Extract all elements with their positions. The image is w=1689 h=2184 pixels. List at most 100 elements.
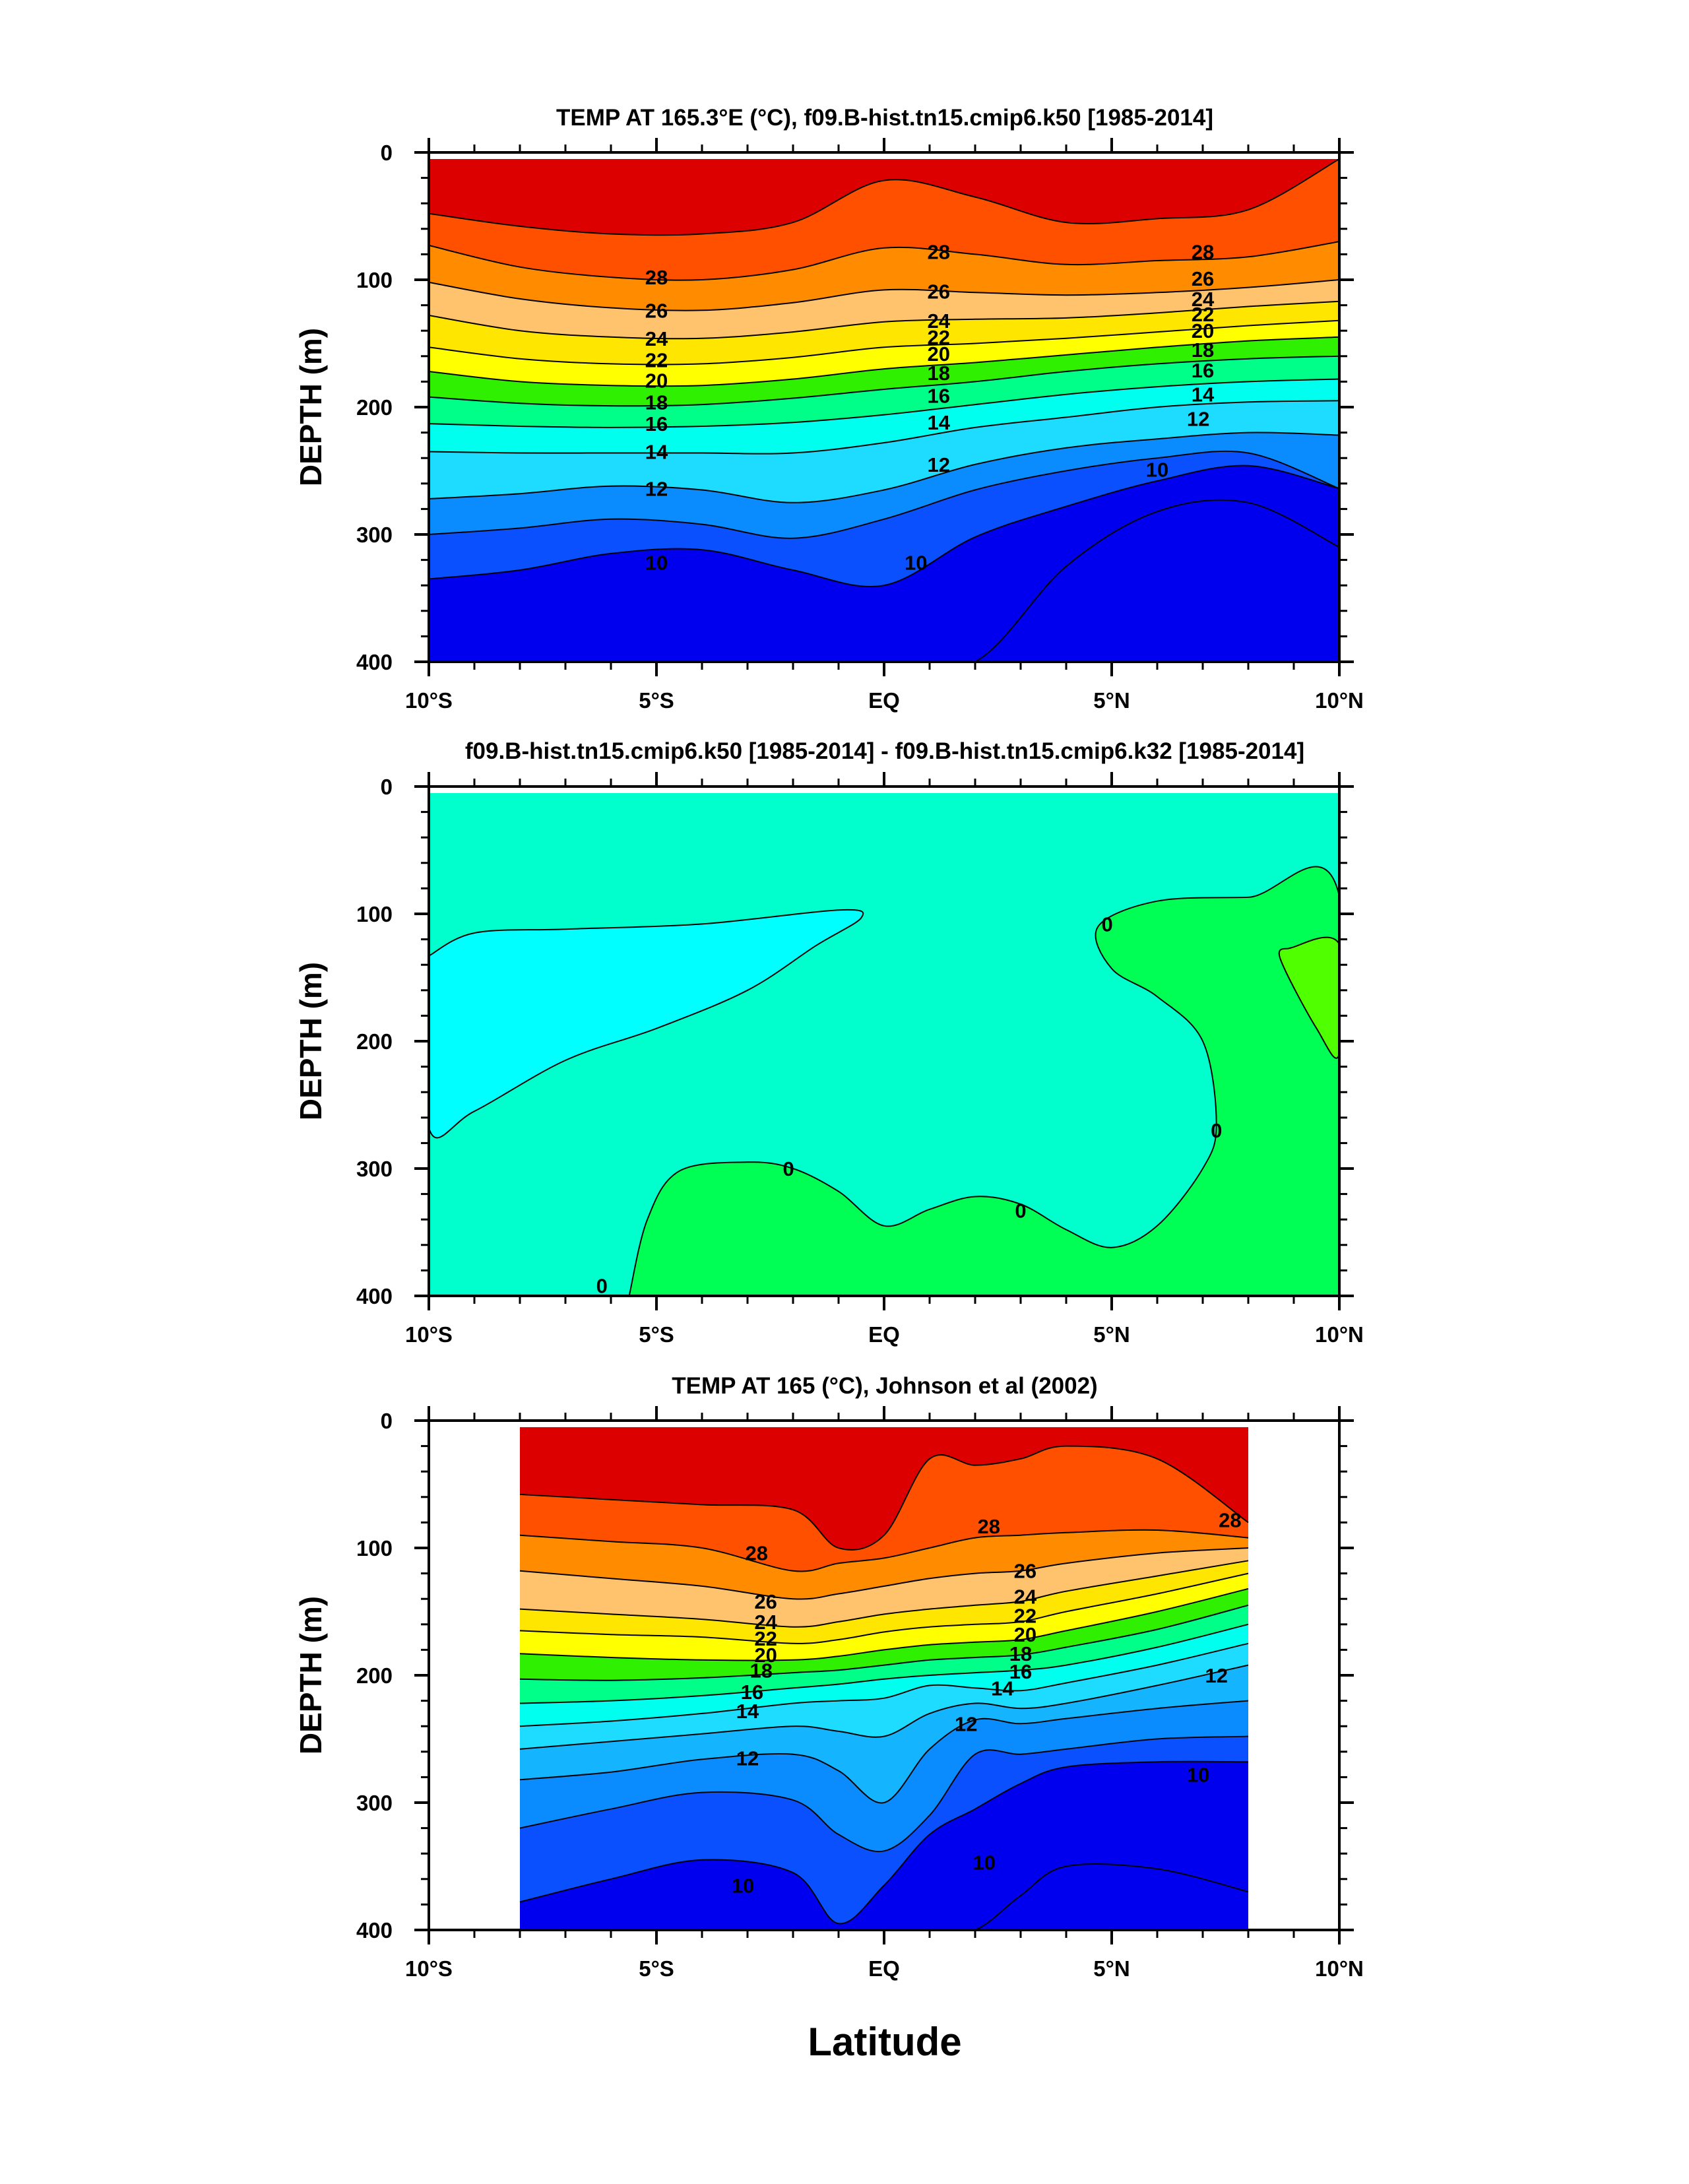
y-axis-label: DEPTH (m)	[294, 962, 328, 1120]
x-tick-label: 5°S	[639, 1956, 674, 1981]
contour-labels: 2826242220181614121028262422201816141210…	[645, 241, 1215, 575]
band-below-9	[429, 499, 1339, 662]
contour-label: 26	[928, 280, 950, 303]
filled-contours	[520, 1427, 1248, 1930]
y-tick-label: 300	[356, 1791, 393, 1815]
contour-label: 28	[928, 241, 950, 264]
y-tick-label: 400	[356, 650, 393, 674]
contour-label: 14	[991, 1677, 1014, 1700]
isotherm-20	[429, 336, 1339, 387]
isotherm-9	[429, 499, 1339, 662]
contour-label: 22	[754, 1627, 777, 1650]
contour-label: 28	[977, 1515, 1000, 1538]
y-tick-label: 100	[356, 268, 393, 292]
isotherm-12	[429, 432, 1339, 503]
contour-label: 22	[1014, 1604, 1036, 1627]
filled-contours	[429, 159, 1339, 662]
isotherm-28	[519, 1529, 1249, 1572]
contour-label: 18	[1009, 1642, 1032, 1665]
contour-label: 22	[645, 349, 668, 372]
contour-labels: 2826242220181614121028262422201816141210…	[732, 1509, 1242, 1898]
panel-title: TEMP AT 165.3°E (°C), f09.B-hist.tn15.cm…	[556, 105, 1213, 131]
x-tick-label: 5°S	[639, 1322, 674, 1347]
isotherm-11	[519, 1735, 1249, 1853]
contour-label: 14	[645, 441, 668, 464]
isotherm-10	[519, 1760, 1249, 1925]
isotherm-18	[519, 1604, 1249, 1681]
panel-top-model-temperature: TEMP AT 165.3°E (°C), f09.B-hist.tn15.cm…	[294, 105, 1364, 713]
contour-label: 22	[1192, 303, 1214, 326]
contour-label: 10	[732, 1874, 754, 1897]
contour-label: 18	[1192, 338, 1214, 362]
contour-label: 0	[596, 1275, 608, 1298]
isotherm-28	[429, 241, 1339, 281]
isotherm-16	[519, 1623, 1249, 1704]
filled-contours	[429, 793, 1339, 1296]
contour-label: 26	[1192, 267, 1214, 290]
y-axis-label: DEPTH (m)	[294, 328, 328, 486]
x-tick-label: 5°S	[639, 688, 674, 713]
contour-label: 26	[1014, 1560, 1036, 1583]
contour-label: 0	[1211, 1119, 1222, 1142]
contour-label: 16	[1009, 1660, 1032, 1683]
isotherm-26	[519, 1547, 1249, 1600]
contour-label: 16	[1192, 359, 1214, 382]
x-tick-label: 10°S	[405, 1956, 453, 1981]
isotherm-20	[519, 1588, 1249, 1661]
panel-title: TEMP AT 165 (°C), Johnson et al (2002)	[672, 1373, 1097, 1399]
axes: 10°S 5°S EQ 5°N 10°N 0 100 200 300 400	[356, 138, 1364, 713]
isotherm-10	[429, 465, 1339, 588]
y-tick-label: 200	[356, 395, 393, 420]
y-tick-label: 200	[356, 1663, 393, 1688]
contour-label: 16	[928, 385, 950, 408]
contour-label: 10	[645, 551, 668, 574]
contour-label: 0	[1015, 1200, 1026, 1223]
y-tick-label: 300	[356, 1157, 393, 1181]
region-negative	[429, 909, 864, 1139]
y-tick-label: 200	[356, 1029, 393, 1054]
isotherm-24	[519, 1560, 1249, 1628]
isotherm-22	[429, 319, 1339, 366]
y-tick-label: 100	[356, 1536, 393, 1560]
contour-label: 12	[736, 1747, 759, 1770]
x-tick-label: EQ	[868, 1322, 900, 1347]
y-tick-label: 0	[381, 775, 393, 799]
contour-label: 24	[754, 1611, 777, 1634]
contour-label: 28	[746, 1542, 768, 1565]
isotherm-26	[429, 279, 1339, 311]
isotherm-18	[429, 355, 1339, 407]
contour-label: 20	[754, 1644, 777, 1667]
y-axis-label: DEPTH (m)	[294, 1596, 328, 1754]
isotherm-14	[519, 1642, 1249, 1727]
contour-label: 28	[1192, 241, 1214, 264]
x-tick-label: 5°N	[1093, 1322, 1130, 1347]
contour-label: 22	[928, 326, 950, 349]
contour-label: 10	[1187, 1764, 1209, 1787]
contour-label: 12	[1205, 1664, 1227, 1687]
x-tick-label: 10°N	[1315, 688, 1364, 713]
contour-label: 24	[928, 309, 951, 333]
contour-label: 24	[1192, 288, 1215, 311]
x-tick-label: 10°N	[1315, 1322, 1364, 1347]
contour-lines	[429, 158, 1339, 662]
x-tick-label: 10°S	[405, 688, 453, 713]
contour-label: 10	[905, 551, 927, 574]
contour-labels: 0 0 0 0 0	[596, 913, 1223, 1297]
contour-label: 18	[928, 362, 950, 385]
x-tick-label: 10°N	[1315, 1956, 1364, 1981]
x-tick-label: 10°S	[405, 1322, 453, 1347]
contour-label: 16	[741, 1681, 763, 1704]
isotherm-14	[429, 400, 1339, 455]
contour-label: 18	[749, 1659, 772, 1682]
y-tick-label: 0	[381, 1409, 393, 1433]
contour-label: 20	[1192, 319, 1214, 342]
contour-label: 24	[1014, 1585, 1037, 1608]
contour-label: 16	[645, 412, 668, 435]
y-tick-label: 300	[356, 523, 393, 547]
y-tick-label: 400	[356, 1918, 393, 1943]
x-tick-label: 5°N	[1093, 688, 1130, 713]
region-positive	[628, 866, 1339, 1296]
contour-label: 18	[645, 391, 668, 414]
isotherm-22	[519, 1572, 1249, 1644]
